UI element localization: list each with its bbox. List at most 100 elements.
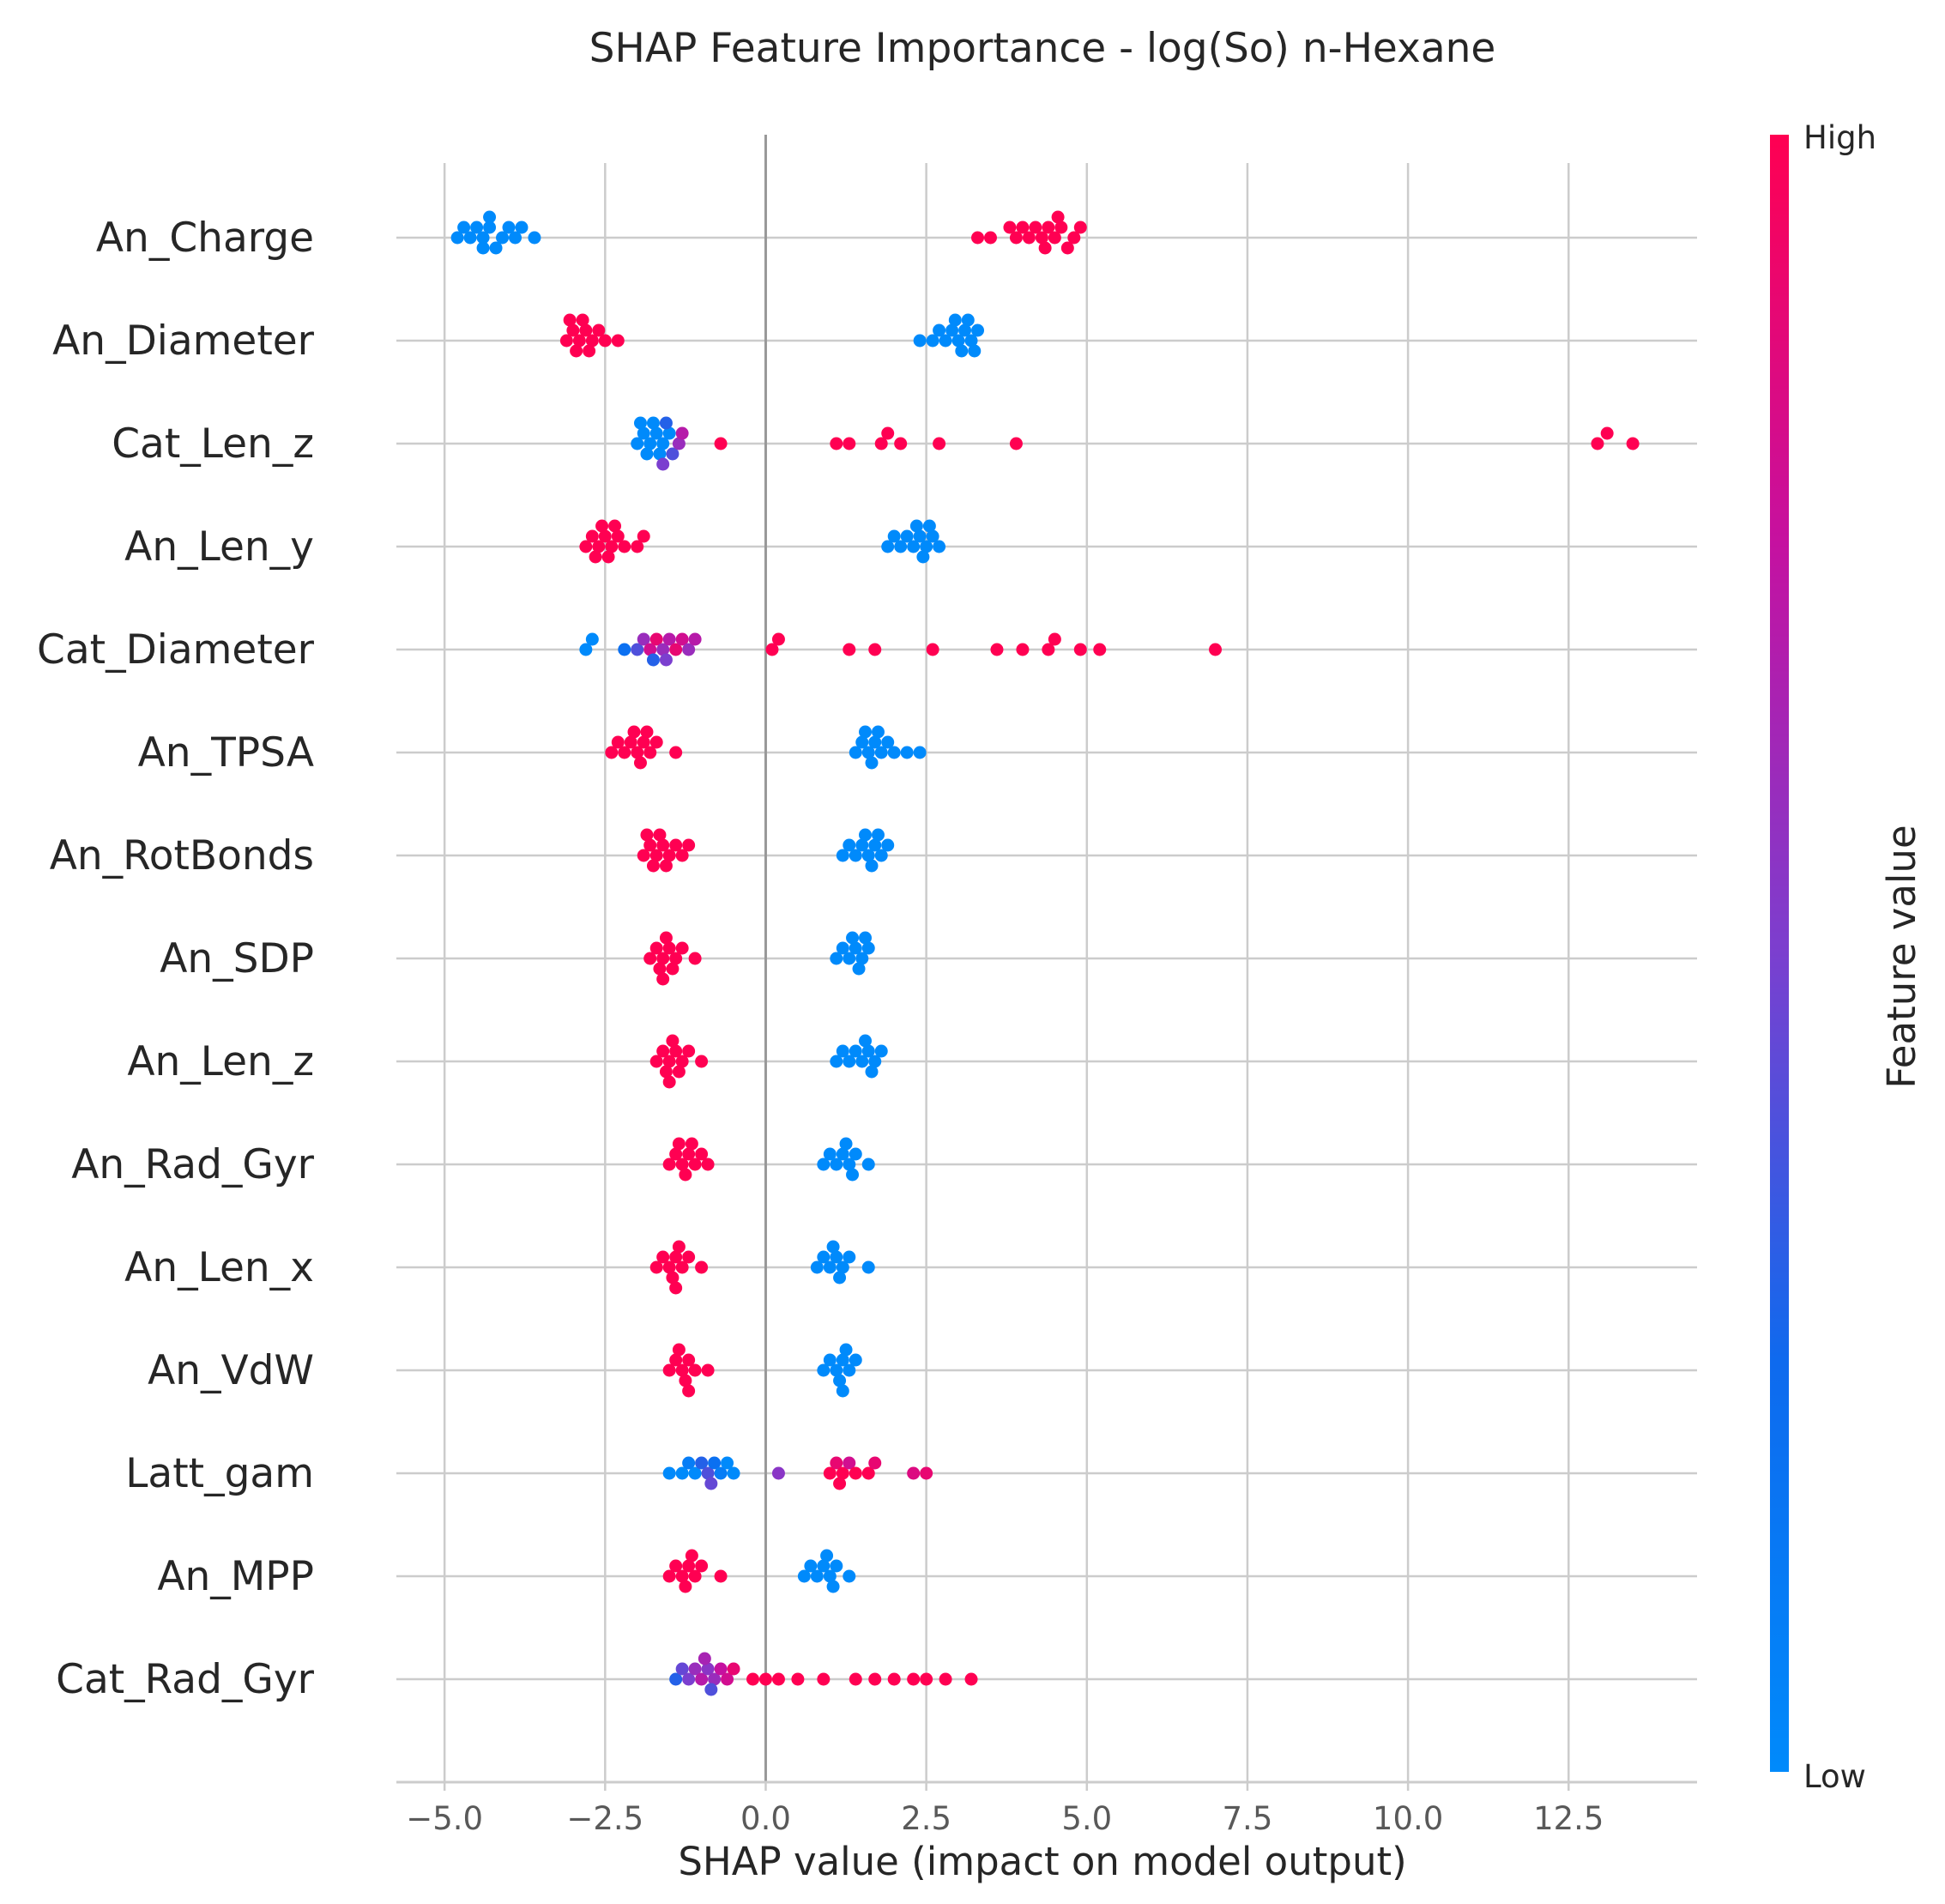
shap-point [843, 1363, 856, 1377]
shap-point [598, 334, 612, 348]
shap-point [659, 1065, 673, 1079]
shap-point [627, 725, 641, 739]
shap-point [810, 1260, 824, 1274]
shap-point [861, 1158, 875, 1171]
shap-point [646, 859, 660, 873]
shap-point [865, 756, 879, 770]
shap-point [922, 519, 936, 533]
shap-point [846, 931, 860, 945]
shap-point [964, 1672, 978, 1686]
shap-point [643, 952, 657, 965]
shap-point [797, 1569, 811, 1583]
shap-point [572, 334, 586, 348]
shap-point [649, 426, 663, 440]
shap-point [1042, 221, 1055, 234]
shap-point [653, 962, 667, 976]
shap-point [662, 1260, 676, 1274]
shap-point [502, 221, 516, 234]
shap-point [859, 931, 873, 945]
shap-point [855, 952, 869, 965]
shap-point [653, 828, 667, 842]
shap-point [868, 735, 882, 749]
shap-point [611, 529, 625, 543]
shap-point [1016, 643, 1030, 656]
shap-point [666, 1271, 680, 1284]
shap-point [662, 1363, 676, 1377]
feature-label: An_Rad_Gyr [71, 1141, 314, 1188]
shap-point [470, 221, 484, 234]
shap-point [939, 1672, 952, 1686]
shap-point [640, 447, 654, 461]
shap-point [682, 1456, 696, 1470]
shap-point [1591, 437, 1604, 450]
shap-point [951, 334, 965, 348]
shap-point [631, 746, 644, 759]
shap-point [685, 1137, 698, 1151]
shap-point [865, 859, 879, 873]
shap-point [595, 519, 609, 533]
shap-point [688, 1158, 702, 1171]
shap-point [605, 746, 619, 759]
shap-point [685, 1549, 698, 1562]
shap-points [450, 210, 1640, 1696]
shap-point [695, 1147, 709, 1161]
feature-label: Cat_Diameter [37, 626, 315, 674]
shap-point [701, 1158, 715, 1171]
shap-point [675, 1260, 689, 1274]
shap-point [598, 529, 612, 543]
shap-point [894, 437, 908, 450]
shap-point [861, 1044, 875, 1058]
shap-point [817, 1158, 831, 1171]
shap-point [826, 1580, 840, 1593]
shap-point [968, 344, 982, 358]
shap-point [1073, 221, 1087, 234]
shap-point [656, 1250, 670, 1264]
shap-point [643, 746, 657, 759]
shap-point [576, 313, 589, 327]
shap-point [675, 1662, 689, 1676]
shap-point [900, 746, 914, 759]
shap-point [823, 1353, 837, 1367]
shap-point [907, 540, 921, 553]
shap-point [843, 1055, 856, 1068]
shap-point [618, 746, 631, 759]
shap-point [489, 241, 503, 255]
shap-point [907, 1672, 921, 1686]
feature-label: Cat_Len_z [112, 420, 314, 468]
shap-point [682, 1353, 696, 1367]
shap-point [948, 313, 962, 327]
shap-point [817, 1559, 831, 1573]
shap-point [920, 1466, 933, 1480]
shap-point [849, 941, 862, 955]
grid-layer [443, 163, 1570, 1782]
shap-point [682, 1147, 696, 1161]
shap-point [843, 1158, 856, 1171]
shap-point [1009, 231, 1023, 245]
shap-point [817, 1250, 831, 1264]
shap-point [656, 437, 670, 450]
shap-point [916, 550, 930, 564]
feature-label: An_Diameter [52, 317, 315, 365]
shap-point [868, 1456, 882, 1470]
shap-point [637, 632, 650, 646]
shap-point [704, 1683, 718, 1696]
shap-point [843, 437, 856, 450]
shap-point [592, 540, 606, 553]
shap-point [849, 1466, 862, 1480]
shap-point [656, 838, 670, 852]
shap-point [672, 1065, 686, 1079]
shap-point [563, 313, 577, 327]
shap-point [675, 426, 689, 440]
x-tick-labels: −5.0 −2.5 0.0 2.5 5.0 7.5 10.0 12.5 [406, 1782, 1604, 1837]
shap-point [859, 1034, 873, 1048]
feature-label: An_SDP [160, 935, 314, 982]
shap-point [830, 1158, 843, 1171]
shap-point [608, 519, 622, 533]
shap-point [695, 1456, 709, 1470]
shap-point [649, 849, 663, 862]
shap-point [1093, 643, 1107, 656]
shap-point [926, 643, 939, 656]
shap-point [833, 1271, 847, 1284]
shap-point [666, 447, 680, 461]
shap-point [964, 334, 978, 348]
